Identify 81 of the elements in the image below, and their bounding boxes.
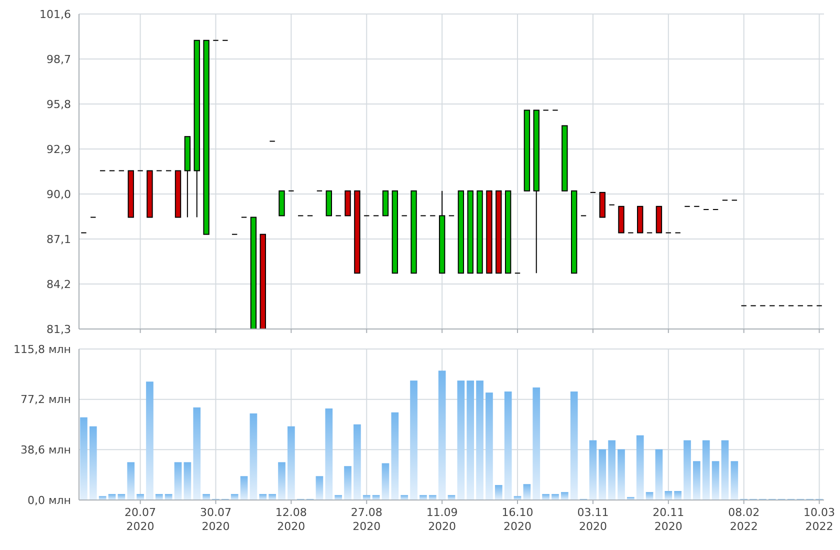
bar [334, 495, 342, 500]
bar [532, 387, 540, 500]
x-tick-label: 10.03 2022 [804, 506, 836, 533]
bar [712, 461, 720, 500]
bar [598, 449, 606, 500]
y-tick-label: 101,6 [40, 8, 71, 21]
bar [288, 426, 295, 500]
bar [325, 408, 333, 500]
bar [136, 494, 144, 500]
bar [259, 494, 267, 500]
bar [80, 417, 88, 500]
y-tick-label: 38,6 млн [20, 444, 71, 457]
y-tick-label: 98,7 [46, 52, 71, 66]
bar [523, 484, 531, 500]
bar [684, 440, 691, 500]
x-tick-label: 20.07 2020 [124, 506, 156, 533]
bar [316, 476, 324, 500]
bar [278, 462, 286, 500]
y-tick-label: 0,0 млн [27, 494, 71, 507]
bar [457, 380, 465, 500]
bar [382, 463, 390, 500]
y-tick-label: 115,8 млн [13, 342, 71, 356]
bar [410, 380, 418, 500]
bar [362, 495, 370, 500]
x-tick-label: 11.09 2020 [426, 506, 458, 533]
x-tick-label: 27.08 2020 [350, 506, 382, 533]
bar [570, 392, 578, 500]
bar [486, 392, 493, 500]
bar [466, 380, 474, 500]
bar [391, 412, 399, 500]
bar [730, 461, 738, 500]
bar [127, 462, 135, 500]
y-tick-label: 92,9 [46, 142, 71, 156]
bar [721, 440, 729, 500]
bar [193, 407, 201, 500]
bar [589, 440, 597, 500]
y-tick-label: 77,2 млн [20, 393, 71, 406]
bar [646, 492, 654, 500]
bar [268, 494, 276, 500]
bar [202, 494, 210, 500]
bar [655, 449, 663, 500]
bar [230, 494, 238, 500]
y-tick-label: 87,1 [46, 232, 71, 246]
bar [400, 495, 408, 500]
bar [164, 494, 172, 500]
bar [636, 435, 644, 500]
bar [146, 382, 154, 500]
x-tick-label: 16.10 2020 [502, 506, 534, 533]
bar [420, 495, 427, 500]
bar [608, 440, 616, 500]
y-tick-label: 81,3 [46, 322, 71, 336]
bar [664, 491, 672, 500]
bar [552, 494, 559, 500]
bar [250, 413, 258, 500]
bar [674, 491, 682, 500]
bar [155, 494, 163, 500]
bar [89, 426, 97, 500]
bar [693, 461, 700, 500]
bar [98, 496, 106, 500]
y-tick-label: 90,0 [46, 188, 71, 201]
x-tick-label: 08.02 2022 [728, 506, 760, 533]
x-tick-label: 20.11 2020 [652, 506, 684, 533]
x-tick-label: 12.08 2020 [275, 506, 307, 533]
bar [542, 494, 550, 500]
bar [428, 495, 436, 500]
bar [354, 424, 361, 500]
bar [240, 476, 248, 500]
bar [504, 392, 512, 500]
bar [702, 440, 710, 500]
x-tick-label: 03.11 2020 [577, 506, 609, 533]
bar [174, 462, 182, 500]
bar [560, 492, 568, 500]
bar [476, 380, 484, 500]
x-tick-label: 30.07 2020 [200, 506, 232, 533]
bar [494, 485, 502, 500]
y-tick-label: 95,8 [46, 98, 71, 111]
bar [618, 449, 625, 500]
bar [344, 466, 352, 500]
bar [438, 370, 446, 500]
bar [184, 462, 192, 500]
y-tick-label: 84,2 [46, 278, 71, 291]
